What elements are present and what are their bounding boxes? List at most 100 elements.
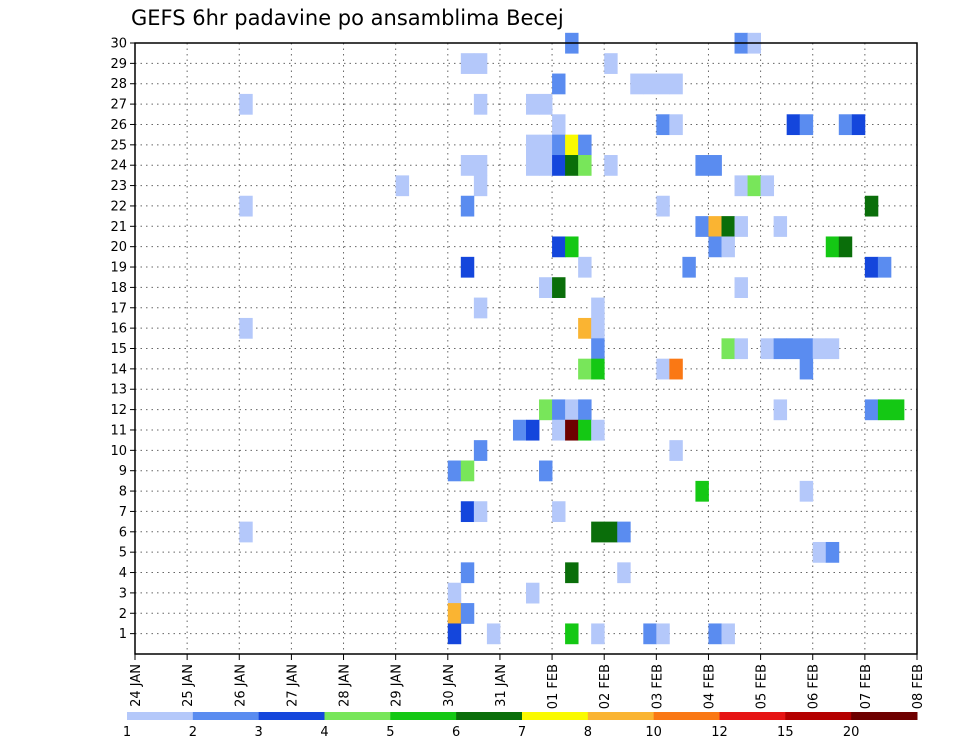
heatmap-cell [669, 358, 683, 380]
heatmap-cell [578, 419, 592, 441]
colorbar-label: 8 [584, 725, 592, 740]
y-tick-label: 14 [110, 362, 127, 377]
x-tick-label: 31 JAN [494, 664, 509, 707]
heatmap-cell [473, 175, 488, 197]
y-tick-label: 4 [119, 566, 127, 581]
heatmap-cell [864, 195, 879, 217]
heatmap-cell [552, 155, 566, 176]
heatmap-cell [695, 155, 709, 176]
heatmap-cell [539, 277, 553, 298]
heatmap-cell [460, 603, 475, 624]
y-tick-label: 9 [119, 464, 127, 479]
heatmap-cell [578, 155, 592, 176]
heatmap-cell [552, 236, 566, 258]
x-tick-label: 05 FEB [755, 664, 770, 709]
y-tick-label: 20 [110, 240, 127, 255]
heatmap-cell [578, 134, 592, 156]
y-tick-label: 5 [119, 546, 127, 561]
heatmap-cell [565, 155, 579, 176]
heatmap-cell [447, 582, 462, 604]
colorbar-swatch [785, 712, 852, 720]
heatmap-cell [460, 562, 475, 584]
y-tick-label: 19 [110, 261, 127, 276]
y-tick-label: 12 [110, 403, 127, 418]
colorbar-swatch [258, 712, 325, 720]
heatmap-cell [708, 236, 722, 258]
y-axis-ticks: 1234567891011121314151617181920212223242… [110, 37, 135, 642]
heatmap-cell [578, 317, 592, 339]
x-tick-label: 04 FEB [702, 664, 717, 709]
heatmap-cell [617, 521, 631, 543]
heatmap-cell [460, 195, 475, 217]
colorbar-swatch [324, 712, 391, 720]
x-tick-label: 01 FEB [546, 664, 561, 709]
heatmap-cell [799, 114, 814, 136]
heatmap-cell [825, 236, 840, 258]
heatmap-cell [669, 440, 683, 461]
heatmap-cell [721, 216, 735, 237]
colorbar-label: 12 [711, 725, 728, 740]
heatmap-cell [486, 623, 501, 645]
heatmap-cell [526, 134, 540, 156]
heatmap-cell [734, 338, 748, 360]
heatmap-cell [539, 93, 553, 115]
heatmap-cell [617, 562, 631, 584]
heatmap-cell [825, 338, 840, 360]
heatmap-cell [473, 501, 488, 523]
heatmap-cell [552, 73, 566, 95]
colorbar-label: 10 [645, 725, 662, 740]
heatmap-cell [812, 338, 827, 360]
heatmap-cell [395, 175, 410, 197]
heatmap-cell [447, 460, 462, 482]
x-axis-ticks: 24 JAN 25 JAN 26 JAN 27 JAN 28 JAN 29 JAN 30 J… [129, 654, 926, 709]
heatmap-cell [460, 501, 475, 523]
heatmap-cell [473, 93, 488, 115]
x-tick-label: 07 FEB [859, 664, 874, 709]
heatmap-cell [552, 399, 566, 421]
x-tick-label: 28 JAN [338, 664, 353, 707]
colorbar-label: 6 [452, 725, 460, 740]
x-tick-label: 26 JAN [233, 664, 248, 707]
colorbar-swatch [653, 712, 720, 720]
heatmap-cell [643, 73, 657, 95]
colorbar-label: 20 [843, 725, 860, 740]
y-tick-label: 7 [119, 505, 127, 520]
heatmap-cell [799, 480, 814, 502]
y-tick-label: 10 [110, 444, 127, 459]
heatmap-cell [656, 358, 670, 380]
heatmap-cell [669, 73, 683, 95]
y-tick-label: 16 [110, 322, 127, 337]
heatmap-cell [747, 175, 761, 197]
colorbar-swatch [127, 712, 194, 720]
heatmap-cell [460, 53, 475, 74]
heatmap-cell [552, 277, 566, 298]
colorbar-label: 1 [123, 725, 131, 740]
y-tick-label: 3 [119, 586, 127, 601]
heatmap-cell [669, 114, 683, 136]
y-tick-label: 2 [119, 607, 127, 622]
colorbar-swatch [851, 712, 918, 720]
heatmap-cell [734, 216, 748, 237]
heatmap-cell [591, 358, 605, 380]
heatmap-cell [708, 216, 722, 237]
heatmap-cell [591, 521, 605, 543]
heatmap-cell [473, 155, 488, 176]
colorbar: 1 2 3 4 5 6 7 8 10 12 15 20 [123, 712, 918, 740]
heatmap-cell [591, 317, 605, 339]
heatmap-cell [565, 399, 579, 421]
heatmap-cell [656, 73, 670, 95]
heatmap-cell [578, 399, 592, 421]
heatmap-cell [526, 419, 540, 441]
x-tick-label: 06 FEB [807, 664, 822, 709]
heatmap-cell [552, 501, 566, 523]
x-tick-label: 08 FEB [911, 664, 926, 709]
heatmap-cell [799, 358, 814, 380]
colorbar-swatch [192, 712, 260, 720]
colorbar-swatch [456, 712, 523, 720]
x-tick-label: 24 JAN [129, 664, 144, 707]
heatmap-cell [526, 93, 540, 115]
y-tick-label: 6 [119, 525, 127, 540]
y-tick-label: 27 [110, 98, 127, 113]
y-tick-label: 17 [110, 301, 127, 316]
heatmap-cell [591, 419, 605, 441]
